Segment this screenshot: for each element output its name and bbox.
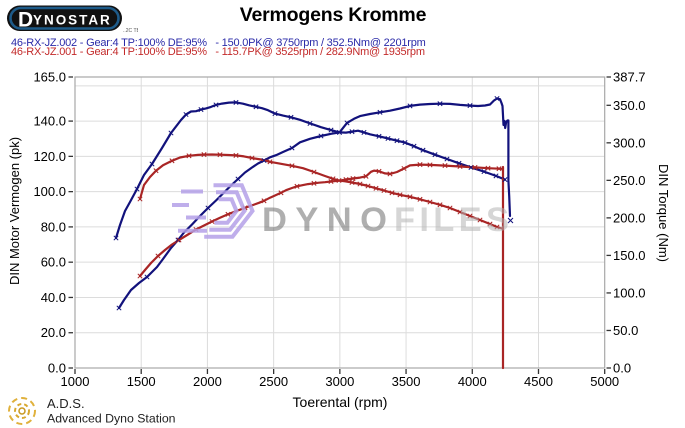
svg-text:80.0: 80.0 xyxy=(41,219,66,234)
svg-text:FILES: FILES xyxy=(394,201,512,239)
svg-text:3500: 3500 xyxy=(392,374,421,389)
svg-text:200.0: 200.0 xyxy=(613,210,646,225)
svg-text:D: D xyxy=(18,9,33,32)
svg-text:300.0: 300.0 xyxy=(613,135,646,150)
svg-text:5000: 5000 xyxy=(590,374,619,389)
svg-text:40.0: 40.0 xyxy=(41,290,66,305)
svg-text:165.0: 165.0 xyxy=(33,70,66,85)
svg-text:120.0: 120.0 xyxy=(33,149,66,164)
svg-text:0.0: 0.0 xyxy=(613,361,631,376)
svg-text:140.0: 140.0 xyxy=(33,114,66,129)
svg-text:2000: 2000 xyxy=(193,374,222,389)
svg-text:50.0: 50.0 xyxy=(613,323,638,338)
svg-text:60.0: 60.0 xyxy=(41,255,66,270)
svg-text:4500: 4500 xyxy=(524,374,553,389)
svg-text:A.D.S.: A.D.S. xyxy=(47,396,85,411)
svg-text:350.0: 350.0 xyxy=(613,98,646,113)
svg-text:150.0: 150.0 xyxy=(613,248,646,263)
svg-text:1000: 1000 xyxy=(61,374,90,389)
svg-text:4000: 4000 xyxy=(458,374,487,389)
svg-text:0.0: 0.0 xyxy=(48,361,66,376)
svg-text:20.0: 20.0 xyxy=(41,325,66,340)
svg-text:Advanced Dyno Station: Advanced Dyno Station xyxy=(47,412,176,426)
svg-text:100.0: 100.0 xyxy=(613,285,646,300)
svg-text:DYNO: DYNO xyxy=(262,201,390,239)
svg-text:250.0: 250.0 xyxy=(613,173,646,188)
svg-text:3000: 3000 xyxy=(325,374,354,389)
svg-text:..2C TB: ..2C TB xyxy=(123,28,138,34)
svg-text:387.7: 387.7 xyxy=(613,70,646,85)
svg-text:2500: 2500 xyxy=(259,374,288,389)
svg-text:1500: 1500 xyxy=(127,374,156,389)
svg-text:Toerental (rpm): Toerental (rpm) xyxy=(293,394,388,410)
svg-text:100.0: 100.0 xyxy=(33,184,66,199)
svg-text:DIN Torque (Nm): DIN Torque (Nm) xyxy=(656,164,671,262)
svg-text:YNOSTAR: YNOSTAR xyxy=(33,13,111,28)
svg-text:DIN Motor Vermogen (pk): DIN Motor Vermogen (pk) xyxy=(7,137,22,285)
